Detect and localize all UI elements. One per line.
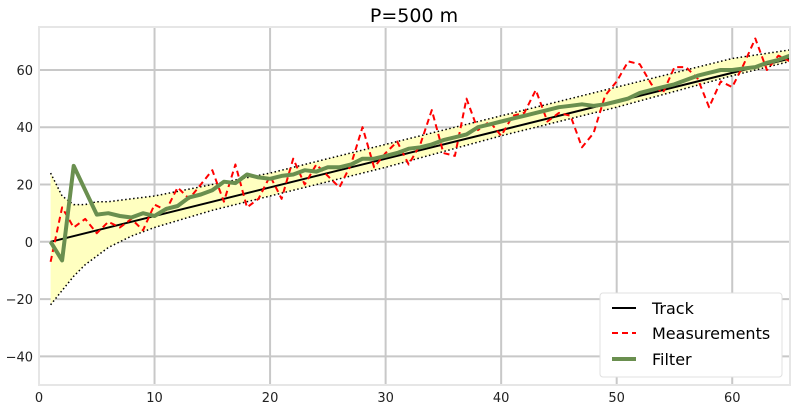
- plot-frame: [38, 26, 791, 386]
- x-tick-label: 20: [262, 391, 279, 406]
- legend-label-measurements: Measurements: [652, 324, 770, 343]
- legend: Track Measurements Filter: [599, 292, 783, 378]
- y-tick-label: −20: [6, 293, 33, 308]
- x-tick-label: 40: [493, 391, 510, 406]
- y-tick-label: 40: [16, 121, 33, 136]
- x-tick-label: 50: [608, 391, 625, 406]
- x-tick-label: 60: [724, 391, 741, 406]
- track-line: [50, 57, 791, 243]
- legend-label-track: Track: [651, 299, 695, 318]
- uncertainty-lower-bound: [50, 60, 791, 306]
- y-axis: −40 −20 0 20 40 60: [6, 64, 33, 365]
- x-tick-label: 10: [146, 391, 163, 406]
- y-tick-label: 0: [25, 236, 33, 251]
- x-tick-label: 30: [377, 391, 394, 406]
- y-tick-label: 60: [16, 64, 33, 79]
- uncertainty-band: [49, 49, 791, 306]
- uncertainty-upper-bound: [49, 49, 791, 206]
- legend-box: [599, 292, 783, 378]
- series-lines: [48, 37, 791, 263]
- x-axis: 0 10 20 30 40 50 60: [35, 391, 741, 406]
- uncertainty-band-fill: [50, 49, 791, 305]
- legend-label-filter: Filter: [652, 350, 692, 369]
- chart-title: P=500 m: [370, 5, 458, 27]
- y-tick-label: 20: [16, 179, 33, 194]
- y-tick-label: −40: [6, 350, 33, 365]
- filter-line: [48, 53, 791, 263]
- axes-border: [38, 26, 791, 386]
- x-tick-label: 0: [35, 391, 43, 406]
